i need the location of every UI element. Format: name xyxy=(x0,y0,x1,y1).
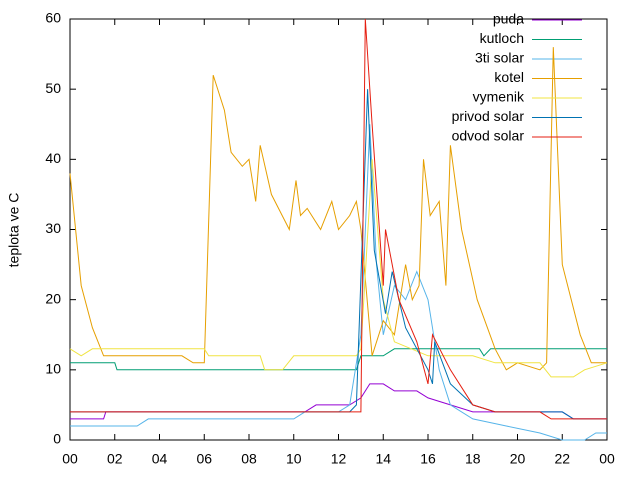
series-line xyxy=(70,124,607,441)
x-tick-label: 00 xyxy=(62,451,78,467)
y-tick-label: 20 xyxy=(45,290,61,306)
x-tick-label: 14 xyxy=(375,451,391,467)
x-tick-label: 06 xyxy=(196,451,212,467)
x-tick-label: 08 xyxy=(241,451,257,467)
legend-label: puda xyxy=(493,11,524,27)
series-line xyxy=(69,159,608,378)
legend-label: privod solar xyxy=(452,108,525,124)
series-line xyxy=(69,47,607,371)
x-tick-label: 16 xyxy=(420,451,436,467)
legend-label: 3ti solar xyxy=(475,50,524,66)
y-axis-label: teplota ve C xyxy=(6,193,22,268)
y-tick-label: 40 xyxy=(45,150,61,166)
y-tick-label: 60 xyxy=(45,10,61,26)
y-tick-label: 50 xyxy=(45,80,61,96)
legend-label: kotel xyxy=(494,69,524,85)
series-line xyxy=(70,383,607,420)
series-line xyxy=(70,18,607,420)
x-tick-label: 12 xyxy=(331,451,347,467)
y-tick-label: 30 xyxy=(45,220,61,236)
x-tick-label: 00 xyxy=(599,451,615,467)
x-tick-label: 18 xyxy=(465,451,481,467)
y-tick-label: 0 xyxy=(53,431,61,447)
legend-label: odvod solar xyxy=(452,128,525,144)
x-tick-label: 22 xyxy=(554,451,570,467)
x-tick-label: 10 xyxy=(286,451,302,467)
y-tick-label: 10 xyxy=(45,361,61,377)
legend-label: vymenik xyxy=(473,89,525,105)
series-line xyxy=(70,348,607,371)
x-tick-label: 04 xyxy=(152,451,168,467)
legend-label: kutloch xyxy=(480,30,524,46)
x-tick-label: 02 xyxy=(107,451,123,467)
x-tick-label: 20 xyxy=(510,451,526,467)
